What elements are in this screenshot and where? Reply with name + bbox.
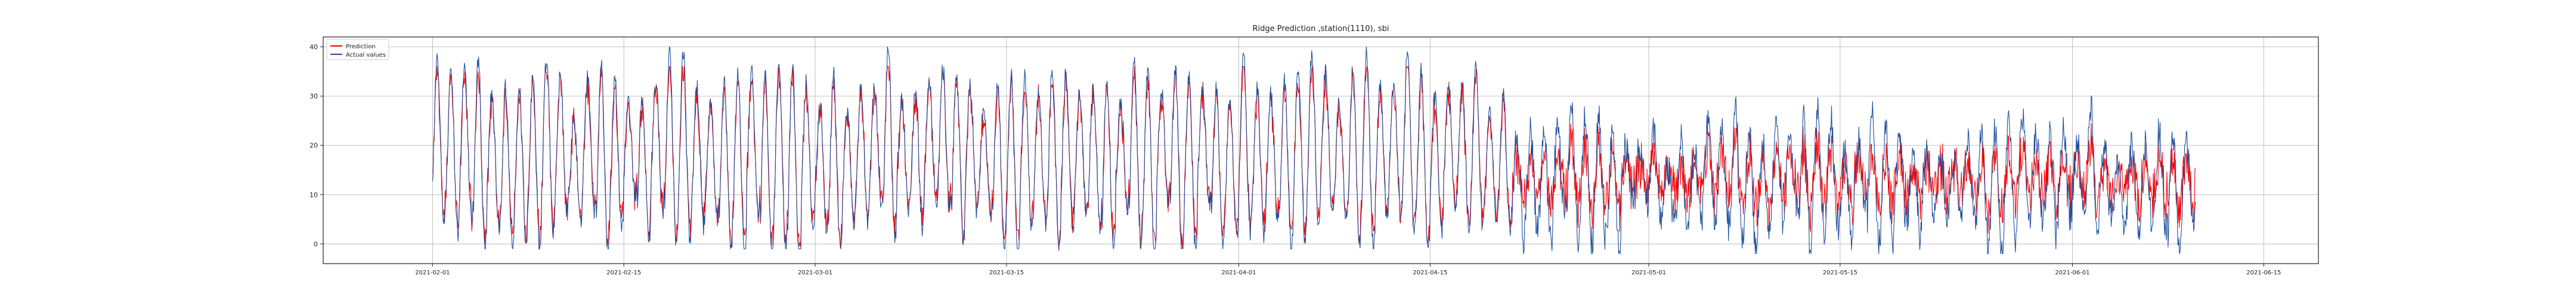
series-layer bbox=[432, 46, 2196, 255]
legend-entry-prediction: Prediction bbox=[330, 44, 376, 50]
x-tick-label: 2021-02-15 bbox=[606, 270, 641, 276]
y-tick-label: 0 bbox=[314, 240, 318, 248]
y-tick-label: 10 bbox=[309, 191, 318, 199]
y-tick-label: 30 bbox=[309, 92, 318, 100]
series-line-actual bbox=[432, 46, 2196, 255]
x-tick-label: 2021-02-01 bbox=[415, 270, 450, 276]
y-tick-label: 40 bbox=[309, 44, 318, 51]
x-tick-label: 2021-04-01 bbox=[1221, 270, 1256, 276]
x-tick-label: 2021-04-15 bbox=[1413, 270, 1447, 276]
legend: Prediction Actual values bbox=[326, 39, 389, 60]
x-tick-label: 2021-03-01 bbox=[798, 270, 832, 276]
legend-label-prediction: Prediction bbox=[346, 44, 376, 50]
legend-entry-actual: Actual values bbox=[330, 52, 386, 58]
x-tick-label: 2021-06-01 bbox=[2055, 270, 2089, 276]
chart-title: Ridge Prediction ,station(1110), sbi bbox=[1253, 24, 1389, 33]
x-tick-label: 2021-06-15 bbox=[2246, 270, 2281, 276]
grid-lines bbox=[323, 37, 2318, 264]
x-tick-label: 2021-05-01 bbox=[1631, 270, 1666, 276]
legend-label-actual: Actual values bbox=[346, 52, 386, 58]
x-tick-label: 2021-03-15 bbox=[989, 270, 1024, 276]
x-axis: 2021-02-01 2021-02-15 2021-03-01 2021-03-15… bbox=[415, 264, 2281, 276]
plot-frame bbox=[323, 36, 2319, 264]
y-axis: 0 10 20 30 40 bbox=[309, 44, 323, 248]
y-tick-label: 20 bbox=[309, 142, 318, 150]
x-tick-label: 2021-05-15 bbox=[1823, 270, 1857, 276]
